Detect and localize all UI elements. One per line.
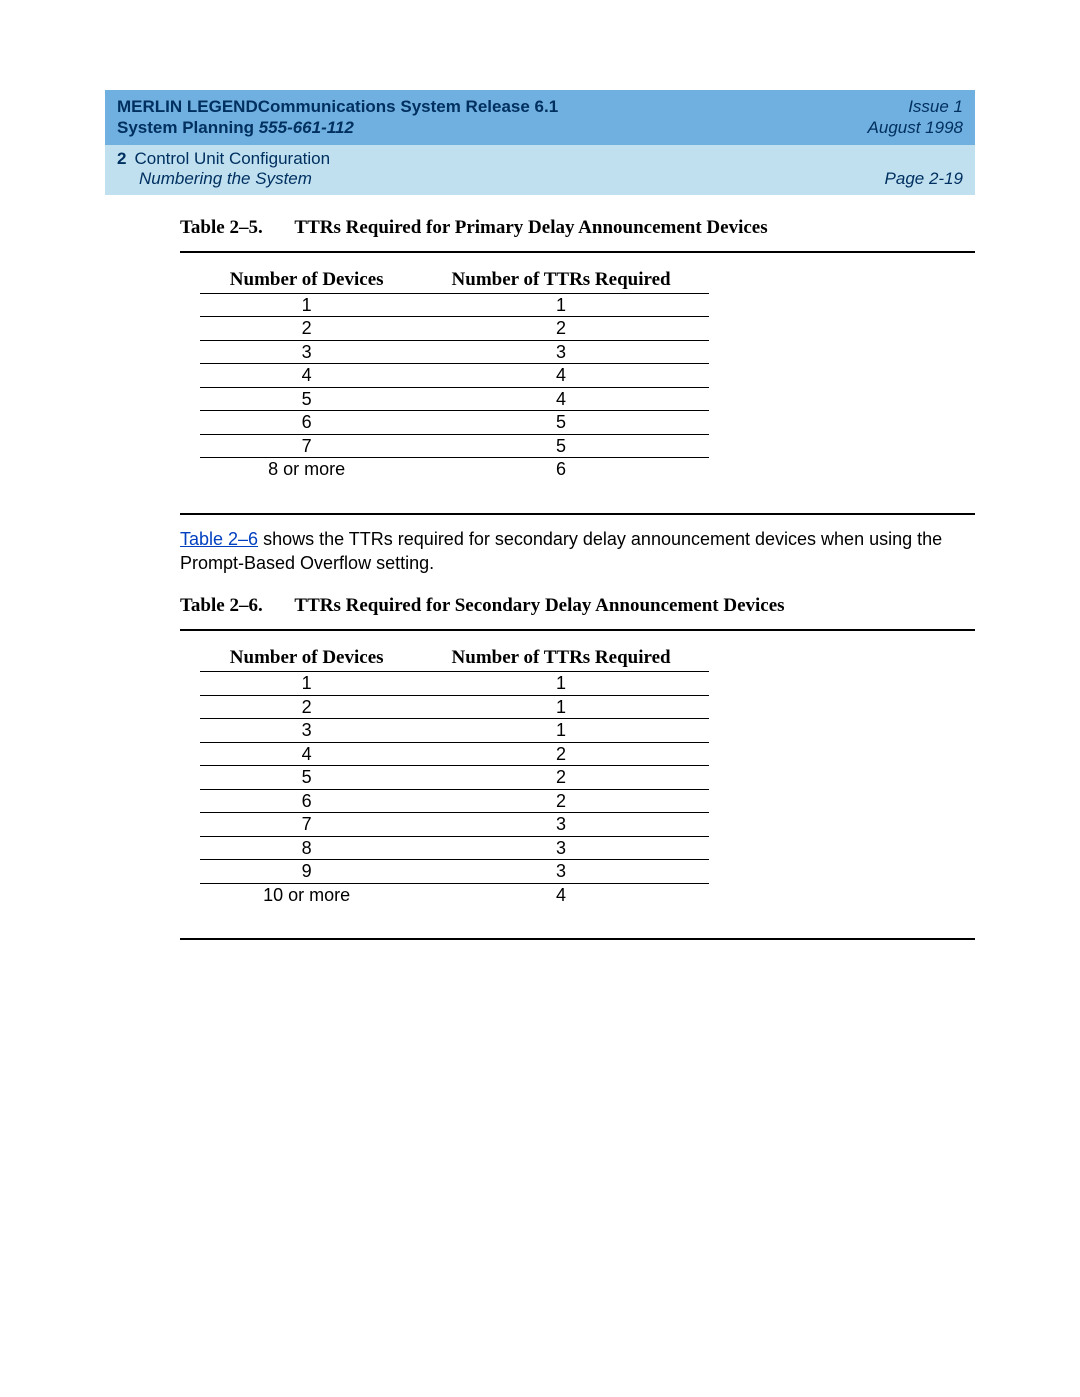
product-name: MERLIN LEGEND bbox=[117, 97, 258, 116]
chapter-title: Control Unit Configuration bbox=[134, 149, 330, 168]
devices-cell: 5 bbox=[200, 387, 413, 411]
table-row: 11 bbox=[200, 672, 709, 696]
table-row: 62 bbox=[200, 789, 709, 813]
table-row: 44 bbox=[200, 364, 709, 388]
ttrs-cell: 2 bbox=[413, 317, 708, 341]
header-title-block: MERLIN LEGENDCommunications System Relea… bbox=[117, 96, 558, 139]
table-row: 21 bbox=[200, 695, 709, 719]
chapter-number: 2 bbox=[117, 149, 126, 168]
header-issue-block: Issue 1 August 1998 bbox=[868, 96, 963, 139]
table1-col1-header: Number of Devices bbox=[200, 265, 413, 294]
header-top-bar: MERLIN LEGENDCommunications System Relea… bbox=[105, 90, 975, 145]
ttrs-cell: 5 bbox=[413, 411, 708, 435]
table2-col1-header: Number of Devices bbox=[200, 643, 413, 672]
ttrs-cell: 1 bbox=[413, 672, 708, 696]
doc-number: 555-661-112 bbox=[259, 118, 354, 137]
table1-top-rule bbox=[180, 251, 975, 253]
ttrs-cell: 4 bbox=[413, 387, 708, 411]
ttrs-cell: 6 bbox=[413, 458, 708, 481]
devices-cell: 6 bbox=[200, 789, 413, 813]
devices-cell: 7 bbox=[200, 434, 413, 458]
ttrs-cell: 1 bbox=[413, 695, 708, 719]
table-row: 42 bbox=[200, 742, 709, 766]
page-header: MERLIN LEGENDCommunications System Relea… bbox=[105, 90, 975, 195]
table-row: 83 bbox=[200, 836, 709, 860]
table-row: 22 bbox=[200, 317, 709, 341]
table-row: 31 bbox=[200, 719, 709, 743]
table-row: 8 or more6 bbox=[200, 458, 709, 481]
ttrs-cell: 3 bbox=[413, 836, 708, 860]
devices-cell: 1 bbox=[200, 293, 413, 317]
ttrs-cell: 1 bbox=[413, 719, 708, 743]
devices-cell: 4 bbox=[200, 742, 413, 766]
devices-cell: 10 or more bbox=[200, 883, 413, 906]
ttrs-cell: 2 bbox=[413, 789, 708, 813]
table2-caption-text: TTRs Required for Secondary Delay Announ… bbox=[294, 595, 784, 616]
page-content: Table 2–5. TTRs Required for Primary Del… bbox=[180, 217, 975, 941]
table-row: 11 bbox=[200, 293, 709, 317]
devices-cell: 2 bbox=[200, 695, 413, 719]
devices-cell: 1 bbox=[200, 672, 413, 696]
table2-caption-number: Table 2–6. bbox=[180, 595, 290, 617]
table-row: 54 bbox=[200, 387, 709, 411]
devices-cell: 8 bbox=[200, 836, 413, 860]
ttrs-cell: 2 bbox=[413, 742, 708, 766]
table2-col2-header: Number of TTRs Required bbox=[413, 643, 708, 672]
section-title: Numbering the System bbox=[139, 169, 330, 189]
header-bottom-bar: 2 Control Unit Configuration Numbering th… bbox=[105, 145, 975, 195]
ttrs-cell: 3 bbox=[413, 813, 708, 837]
table-row: 33 bbox=[200, 340, 709, 364]
devices-cell: 7 bbox=[200, 813, 413, 837]
devices-cell: 2 bbox=[200, 317, 413, 341]
devices-cell: 4 bbox=[200, 364, 413, 388]
table-row: 10 or more4 bbox=[200, 883, 709, 906]
table-row: 75 bbox=[200, 434, 709, 458]
ttrs-cell: 3 bbox=[413, 340, 708, 364]
table-row: 73 bbox=[200, 813, 709, 837]
table2-link[interactable]: Table 2–6 bbox=[180, 529, 258, 549]
ttrs-cell: 4 bbox=[413, 364, 708, 388]
table1-caption-text: TTRs Required for Primary Delay Announce… bbox=[294, 217, 767, 238]
ttrs-cell: 2 bbox=[413, 766, 708, 790]
table-row: 65 bbox=[200, 411, 709, 435]
devices-cell: 8 or more bbox=[200, 458, 413, 481]
table1-caption: Table 2–5. TTRs Required for Primary Del… bbox=[180, 217, 975, 239]
devices-cell: 6 bbox=[200, 411, 413, 435]
devices-cell: 3 bbox=[200, 719, 413, 743]
doc-title: System Planning bbox=[117, 118, 259, 137]
issue-label: Issue 1 bbox=[868, 96, 963, 117]
table1: Number of Devices Number of TTRs Require… bbox=[200, 265, 709, 481]
table-row: 93 bbox=[200, 860, 709, 884]
table2-caption: Table 2–6. TTRs Required for Secondary D… bbox=[180, 595, 975, 617]
paragraph-text: shows the TTRs required for secondary de… bbox=[180, 529, 942, 573]
table1-caption-number: Table 2–5. bbox=[180, 217, 290, 239]
body-paragraph: Table 2–6 shows the TTRs required for se… bbox=[180, 527, 975, 576]
table1-bottom-rule bbox=[180, 513, 975, 515]
chapter-block: 2 Control Unit Configuration Numbering th… bbox=[117, 149, 330, 189]
table2-bottom-rule bbox=[180, 938, 975, 940]
issue-date: August 1998 bbox=[868, 117, 963, 138]
page-number: Page 2-19 bbox=[885, 169, 963, 189]
devices-cell: 5 bbox=[200, 766, 413, 790]
ttrs-cell: 3 bbox=[413, 860, 708, 884]
ttrs-cell: 5 bbox=[413, 434, 708, 458]
document-page: MERLIN LEGENDCommunications System Relea… bbox=[0, 0, 1080, 1397]
ttrs-cell: 1 bbox=[413, 293, 708, 317]
devices-cell: 9 bbox=[200, 860, 413, 884]
product-release: Communications System Release 6.1 bbox=[258, 97, 558, 116]
table2: Number of Devices Number of TTRs Require… bbox=[200, 643, 709, 906]
table2-top-rule bbox=[180, 629, 975, 631]
devices-cell: 3 bbox=[200, 340, 413, 364]
table1-col2-header: Number of TTRs Required bbox=[413, 265, 708, 294]
table-row: 52 bbox=[200, 766, 709, 790]
ttrs-cell: 4 bbox=[413, 883, 708, 906]
